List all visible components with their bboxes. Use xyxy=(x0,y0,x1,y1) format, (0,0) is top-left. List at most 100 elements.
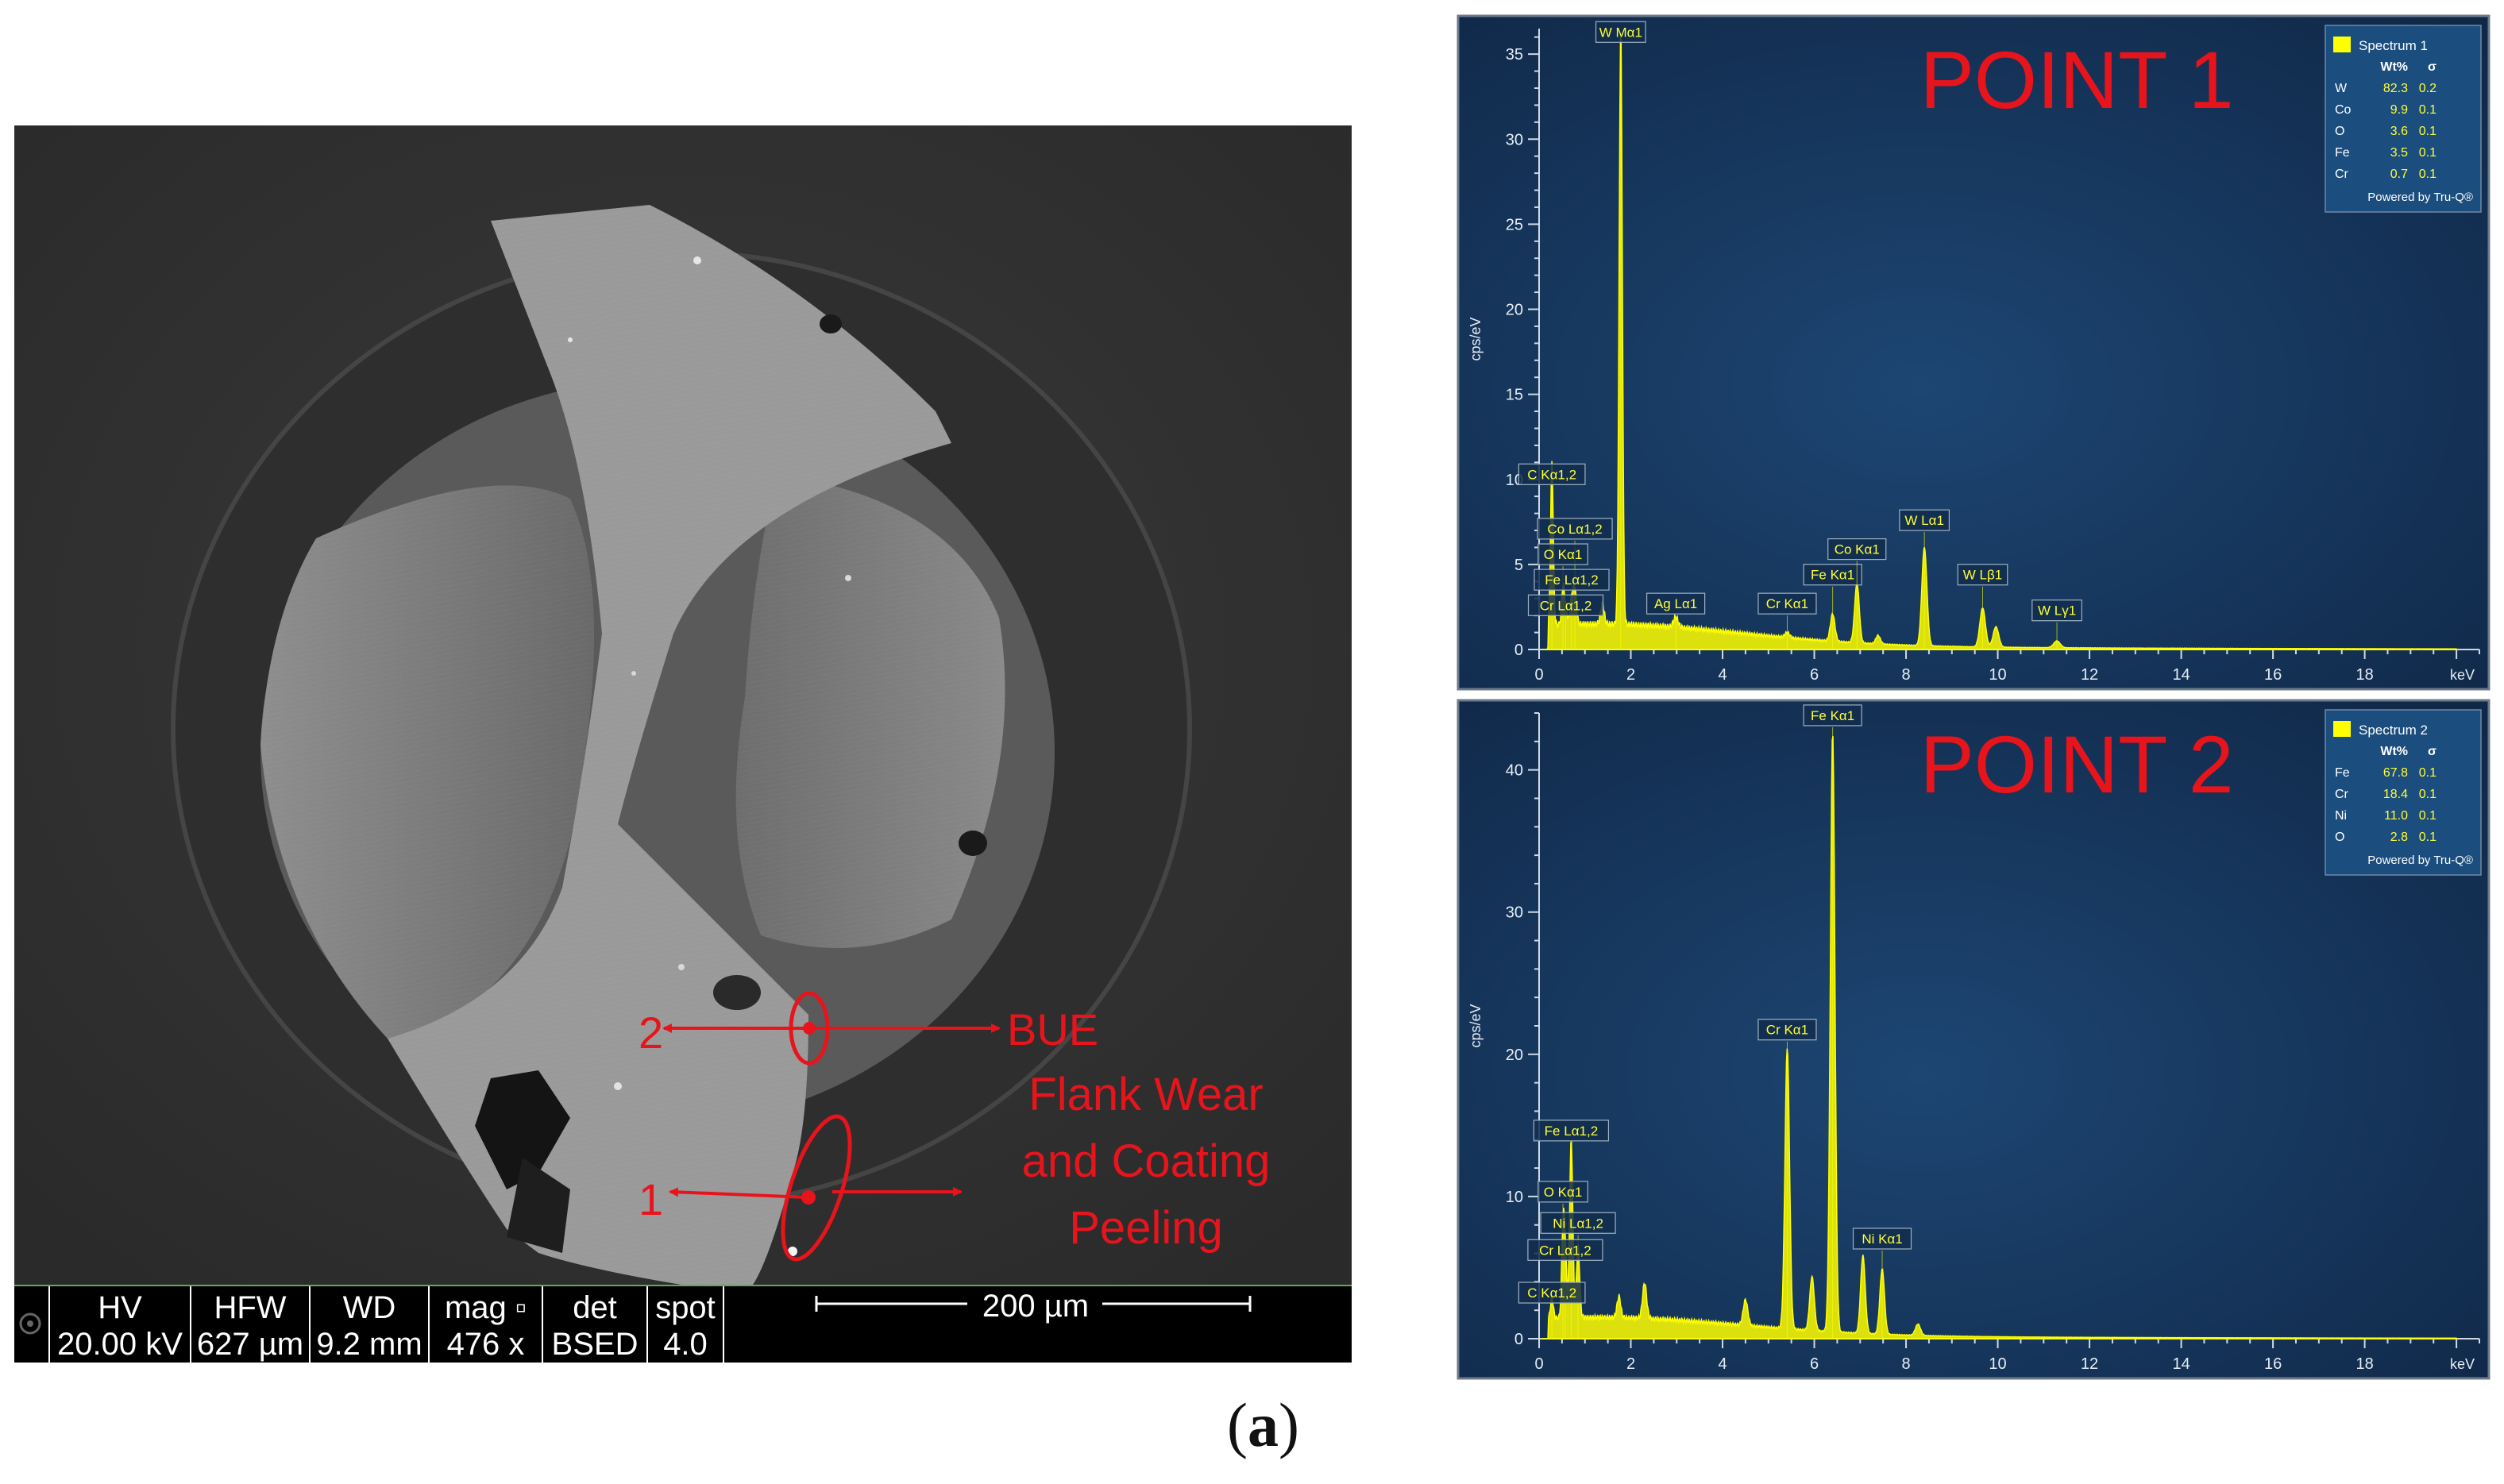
databar-header-1: HFW xyxy=(214,1290,286,1325)
legend-element: Fe xyxy=(2335,766,2350,780)
svg-text:Fe Kα1: Fe Kα1 xyxy=(1811,708,1854,723)
svg-text:Wt%: Wt% xyxy=(2380,745,2408,758)
peak-label: Cr Kα1 xyxy=(1757,1019,1817,1339)
x-tick-label: 8 xyxy=(1901,1355,1910,1373)
databar-value-1: 627 µm xyxy=(197,1327,303,1362)
legend-swatch xyxy=(2333,37,2351,52)
point-1-arrow xyxy=(669,1187,809,1199)
legend-sigma: 0.1 xyxy=(2419,788,2436,801)
peak-label: W Lβ1 xyxy=(1957,564,2008,649)
spectrum-legend: Spectrum 2 Wt% σ Fe 67.8 0.1 Cr 18.4 0.1 Ni 11.0 0.… xyxy=(2325,709,2482,876)
legend-wt: 18.4 xyxy=(2383,788,2408,801)
legend-wt: 11.0 xyxy=(2384,809,2408,823)
databar-header-5: spot xyxy=(655,1290,716,1325)
legend-swatch xyxy=(2333,721,2351,737)
svg-text:Wt%: Wt% xyxy=(2380,60,2408,74)
databar-value-5: 4.0 xyxy=(663,1327,708,1362)
eds-spectrum-point-1: 0 2 4 6 8 10 12 14 16 18 keV05101520253035cps/eVC … xyxy=(1456,14,2490,691)
x-tick-label: 10 xyxy=(1989,666,2006,684)
legend-wt: 82.3 xyxy=(2383,82,2408,95)
peak-label: Ag Lα1 xyxy=(1646,592,1706,649)
legend-wt: 9.9 xyxy=(2390,103,2408,117)
legend-sigma: 0.1 xyxy=(2419,831,2436,844)
legend-element: O xyxy=(2335,831,2344,844)
x-axis-unit: keV xyxy=(2450,1356,2475,1372)
legend-sigma: 0.1 xyxy=(2419,766,2436,780)
y-tick-label: 20 xyxy=(1506,302,1523,319)
x-tick-label: 4 xyxy=(1718,1355,1727,1373)
databar-header-0: HV xyxy=(98,1290,142,1325)
x-tick-label: 0 xyxy=(1534,1355,1543,1373)
y-tick-label: 0 xyxy=(1514,1331,1523,1348)
spectrum-series xyxy=(1541,735,2457,1339)
legend-element: Cr xyxy=(2335,788,2349,801)
spectrum-title: POINT 2 xyxy=(1920,719,2234,810)
svg-text:Ag Lα1: Ag Lα1 xyxy=(1654,596,1697,611)
svg-text:W Lα1: W Lα1 xyxy=(1904,513,1944,528)
legend-wt: 0.7 xyxy=(2390,168,2408,181)
svg-text:Fe Lα1,2: Fe Lα1,2 xyxy=(1545,1124,1598,1139)
x-tick-label: 12 xyxy=(2081,1355,2098,1373)
chip-shadow xyxy=(475,1070,570,1189)
peak-label: Cr Lα1,2 xyxy=(1527,594,1604,649)
sem-micrograph-panel: 2 1 BUE Flank Wear and Coating Peeling H… xyxy=(14,125,1352,1363)
point-2-marker xyxy=(803,1022,816,1035)
flank-wear-label-line3: Peeling xyxy=(1069,1202,1222,1254)
svg-text:Fe Lα1,2: Fe Lα1,2 xyxy=(1545,572,1598,588)
svg-text:Co Lα1,2: Co Lα1,2 xyxy=(1547,522,1602,537)
svg-text:σ: σ xyxy=(2428,60,2436,74)
legend-wt: 3.6 xyxy=(2390,125,2408,138)
legend-wt: 2.8 xyxy=(2390,831,2408,844)
spectrum-title: POINT 1 xyxy=(1920,35,2234,125)
peak-label: Fe Kα1 xyxy=(1803,564,1862,649)
flank-wear-label-line1: Flank Wear xyxy=(1028,1069,1263,1120)
x-tick-label: 2 xyxy=(1626,1355,1635,1373)
legend-element: O xyxy=(2335,125,2344,138)
x-tick-label: 18 xyxy=(2355,1355,2373,1373)
legend-sigma: 0.1 xyxy=(2419,125,2436,138)
y-tick-label: 15 xyxy=(1506,387,1523,404)
y-tick-label: 25 xyxy=(1506,216,1523,233)
y-axis-label: cps/eV xyxy=(1468,317,1483,360)
x-tick-label: 2 xyxy=(1626,666,1635,684)
svg-text:Ni Lα1,2: Ni Lα1,2 xyxy=(1553,1216,1603,1231)
point-2-label: 2 xyxy=(639,1008,663,1058)
peak-label: Ni Kα1 xyxy=(1852,1228,1912,1339)
y-tick-label: 10 xyxy=(1506,1189,1523,1206)
legend-sigma: 0.2 xyxy=(2419,82,2436,95)
x-tick-label: 10 xyxy=(1989,1355,2006,1373)
panel-caption: (a) xyxy=(1227,1390,1299,1459)
svg-text:Co Kα1: Co Kα1 xyxy=(1835,542,1880,557)
peak-label: W Lγ1 xyxy=(2031,599,2082,649)
svg-text:W Mα1: W Mα1 xyxy=(1599,25,1642,40)
peak-label: Cr Lα1,2 xyxy=(1527,1239,1603,1339)
debris-dark-spot xyxy=(713,975,761,1010)
svg-text:O Kα1: O Kα1 xyxy=(1544,547,1583,562)
x-tick-label: 0 xyxy=(1534,666,1543,684)
legend-footer: Powered by Tru-Q® xyxy=(2367,191,2473,204)
x-tick-label: 6 xyxy=(1810,1355,1819,1373)
svg-text:W Lβ1: W Lβ1 xyxy=(1963,568,2002,583)
svg-text:σ: σ xyxy=(2428,745,2436,758)
peak-label: W Lα1 xyxy=(1899,509,1950,649)
spectrum-series xyxy=(1541,36,2457,650)
legend-wt: 3.5 xyxy=(2390,146,2408,160)
svg-text:Cr Lα1,2: Cr Lα1,2 xyxy=(1540,598,1592,613)
x-tick-label: 14 xyxy=(2172,1355,2190,1373)
x-tick-label: 18 xyxy=(2355,666,2373,684)
legend-element: Ni xyxy=(2335,809,2347,823)
fei-logo-icon xyxy=(19,1312,41,1335)
legend-series-name: Spectrum 1 xyxy=(2359,38,2428,53)
databar-value-2: 9.2 mm xyxy=(316,1327,422,1362)
x-tick-label: 16 xyxy=(2264,1355,2282,1373)
eds-spectrum-point-2: 0 2 4 6 8 10 12 14 16 18 keV 0 10 20 30 40 cps/eV Fe Lα1,… xyxy=(1456,699,2490,1380)
peak-label: Cr Kα1 xyxy=(1757,592,1817,649)
databar-header-4: det xyxy=(573,1290,617,1325)
spectrum-plot-area xyxy=(1456,699,2490,1380)
y-tick-label: 40 xyxy=(1506,762,1523,780)
peak-label: Fe Lα1,2 xyxy=(1534,569,1610,649)
x-tick-label: 14 xyxy=(2172,666,2190,684)
legend-sigma: 0.1 xyxy=(2419,809,2436,823)
legend-wt: 67.8 xyxy=(2383,766,2408,780)
svg-text:Cr Kα1: Cr Kα1 xyxy=(1766,1023,1808,1038)
